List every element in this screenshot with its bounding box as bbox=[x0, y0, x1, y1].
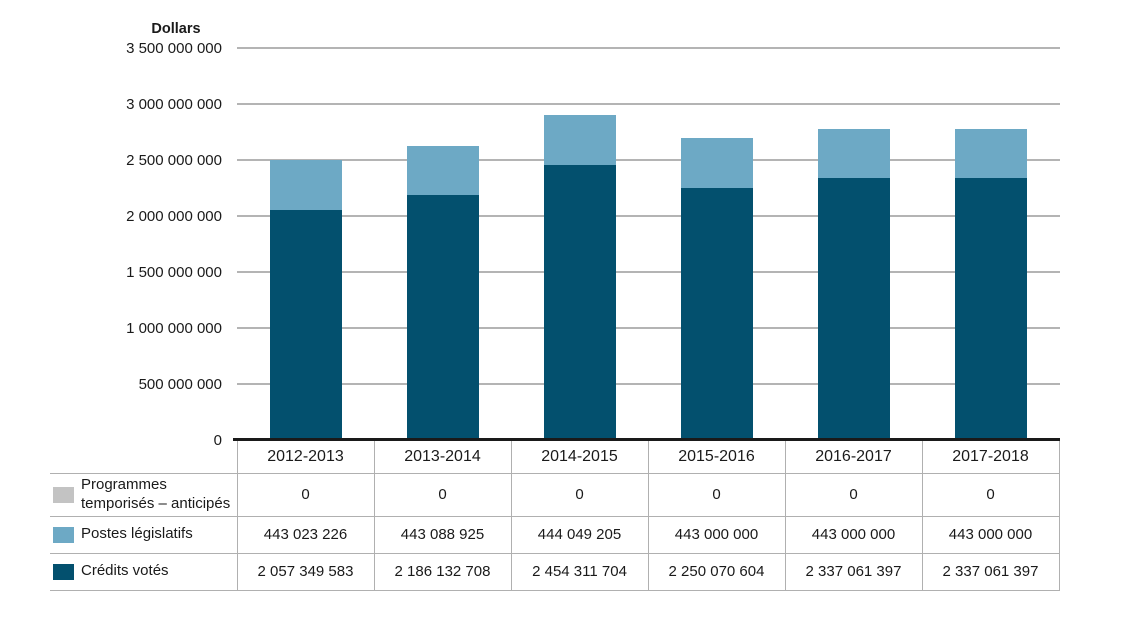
legend-label: Programmes temporisés – anticipés bbox=[81, 475, 231, 512]
bar-segment-postes-legislatifs bbox=[817, 128, 890, 179]
legend-cell: Crédits votés bbox=[50, 552, 237, 591]
value-cell: 443 023 226 bbox=[236, 515, 374, 553]
legend-swatch-icon bbox=[53, 563, 74, 580]
y-gridline bbox=[237, 215, 1060, 217]
y-tick-label: 0 bbox=[213, 431, 222, 449]
value-cell: 2 337 061 397 bbox=[921, 552, 1060, 591]
y-gridline bbox=[237, 103, 1060, 105]
y-gridline bbox=[237, 271, 1060, 273]
x-axis-line bbox=[233, 438, 1060, 441]
value-cell: 443 000 000 bbox=[647, 515, 785, 553]
x-axis-category-label: 2012-2013 bbox=[236, 441, 374, 474]
value-cell: 2 454 311 704 bbox=[510, 552, 648, 591]
legend-label: Postes législatifs bbox=[81, 525, 193, 543]
y-axis-title: Dollars bbox=[151, 21, 201, 37]
y-tick-label: 3 500 000 000 bbox=[126, 39, 222, 57]
x-axis-category-label: 2016-2017 bbox=[784, 441, 922, 474]
legend-cell: Programmes temporisés – anticipés bbox=[50, 472, 237, 516]
value-cell: 443 000 000 bbox=[921, 515, 1060, 553]
value-cell: 0 bbox=[784, 472, 922, 516]
value-cell: 0 bbox=[510, 472, 648, 516]
value-cell: 443 000 000 bbox=[784, 515, 922, 553]
value-cell: 0 bbox=[647, 472, 785, 516]
value-cell: 0 bbox=[921, 472, 1060, 516]
x-axis-category-label: 2017-2018 bbox=[921, 441, 1060, 474]
bar-segment-credits-votes bbox=[817, 178, 890, 440]
value-cell: 2 186 132 708 bbox=[373, 552, 511, 591]
y-tick-label: 2 500 000 000 bbox=[126, 151, 222, 169]
data-table: 2012-2013 2013-2014 2014-2015 2015-2016 2016… bbox=[50, 441, 1060, 591]
x-axis-category-label: 2015-2016 bbox=[647, 441, 785, 474]
y-tick-label: 2 000 000 000 bbox=[126, 207, 222, 225]
y-tick-label: 3 000 000 000 bbox=[126, 95, 222, 113]
legend-cell: Postes législatifs bbox=[50, 515, 237, 553]
y-gridline bbox=[237, 383, 1060, 385]
x-axis-category-label: 2014-2015 bbox=[510, 441, 648, 474]
bar-segment-postes-legislatifs bbox=[406, 145, 479, 196]
y-gridline bbox=[237, 159, 1060, 161]
table-row: Programmes temporisés – anticipés 0 0 0 0 0 0 bbox=[50, 472, 1060, 516]
legend-label: Crédits votés bbox=[81, 562, 169, 580]
bar-segment-credits-votes bbox=[543, 165, 616, 440]
bar-segment-postes-legislatifs bbox=[269, 159, 342, 210]
table-header-row: 2012-2013 2013-2014 2014-2015 2015-2016 2016… bbox=[50, 441, 1060, 474]
value-cell: 2 057 349 583 bbox=[236, 552, 374, 591]
bar-segment-credits-votes bbox=[954, 178, 1027, 440]
table-corner-cell bbox=[50, 441, 237, 473]
bar-segment-credits-votes bbox=[269, 209, 342, 440]
bar-segment-postes-legislatifs bbox=[543, 115, 616, 166]
table-row: Postes législatifs 443 023 226 443 088 925… bbox=[50, 515, 1060, 553]
y-gridline bbox=[237, 47, 1060, 49]
x-axis-category-label: 2013-2014 bbox=[373, 441, 511, 474]
value-cell: 0 bbox=[373, 472, 511, 516]
y-tick-label: 1 500 000 000 bbox=[126, 263, 222, 281]
legend-swatch-icon bbox=[53, 486, 74, 503]
y-tick-label: 1 000 000 000 bbox=[126, 319, 222, 337]
bar-segment-credits-votes bbox=[406, 195, 479, 440]
value-cell: 2 250 070 604 bbox=[647, 552, 785, 591]
value-cell: 444 049 205 bbox=[510, 515, 648, 553]
bar-segment-credits-votes bbox=[680, 187, 753, 440]
legend-swatch-icon bbox=[53, 526, 74, 543]
value-cell: 2 337 061 397 bbox=[784, 552, 922, 591]
y-gridline bbox=[237, 327, 1060, 329]
table-row: Crédits votés 2 057 349 583 2 186 132 708 2… bbox=[50, 552, 1060, 591]
y-tick-label: 500 000 000 bbox=[138, 375, 222, 393]
bar-segment-postes-legislatifs bbox=[680, 138, 753, 188]
value-cell: 0 bbox=[236, 472, 374, 516]
bar-segment-postes-legislatifs bbox=[954, 128, 1027, 179]
value-cell: 443 088 925 bbox=[373, 515, 511, 553]
